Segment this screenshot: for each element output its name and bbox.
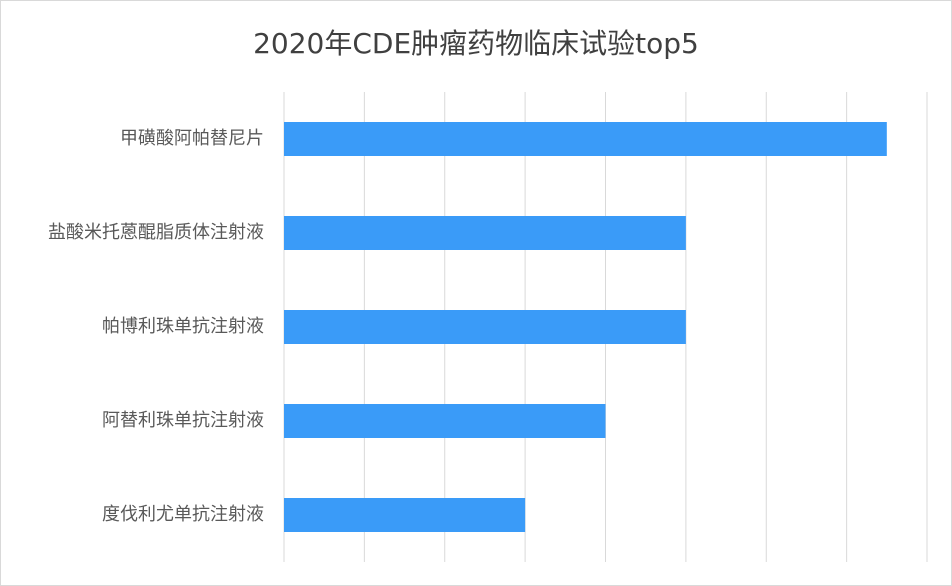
- y-tick-label: 甲磺酸阿帕替尼片: [120, 128, 264, 149]
- y-tick-label: 度伐利尤单抗注射液: [102, 504, 264, 525]
- bar: [284, 310, 686, 344]
- y-tick-label: 阿替利珠单抗注射液: [102, 410, 264, 431]
- chart-title: 2020年CDE肿瘤药物临床试验top5: [253, 27, 699, 60]
- bar: [284, 216, 686, 250]
- y-tick-label: 盐酸米托蒽醌脂质体注射液: [48, 222, 264, 243]
- bar: [284, 498, 526, 532]
- bar: [284, 404, 606, 438]
- bar: [284, 122, 887, 156]
- y-tick-label: 帕博利珠单抗注射液: [102, 316, 264, 337]
